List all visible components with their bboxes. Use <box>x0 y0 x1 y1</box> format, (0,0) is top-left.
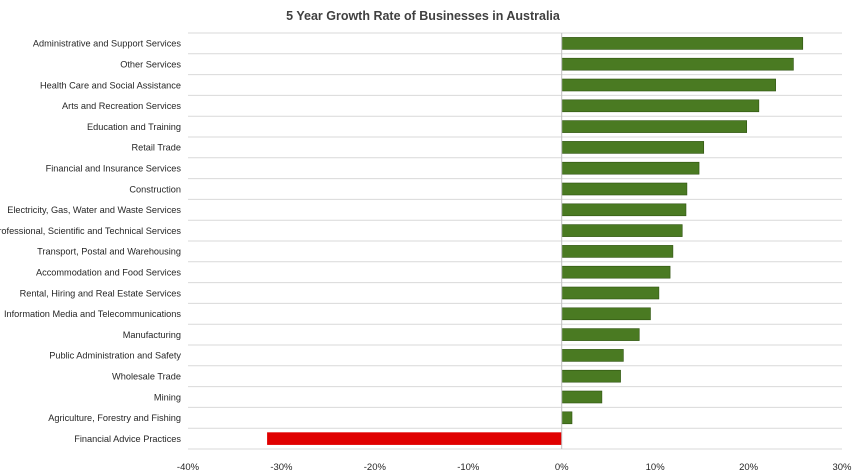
x-tick-label: 20% <box>739 462 759 471</box>
category-label: Education and Training <box>87 122 181 132</box>
category-label: Agriculture, Forestry and Fishing <box>48 413 181 423</box>
category-label: Construction <box>129 184 181 194</box>
category-label: Wholesale Trade <box>112 372 181 382</box>
category-label: Health Care and Social Assistance <box>40 80 181 90</box>
bar <box>561 328 640 341</box>
category-label: Financial Advice Practices <box>74 434 181 444</box>
bar <box>561 307 651 321</box>
category-label: Rental, Hiring and Real Estate Services <box>20 288 182 298</box>
bar <box>561 245 674 258</box>
bar <box>561 182 688 196</box>
chart-title: 5 Year Growth Rate of Businesses in Aust… <box>286 9 561 23</box>
bar <box>561 349 624 362</box>
tick-labels: -40% -30% -20% -10% 0% 10% 20% 30% <box>177 462 852 471</box>
x-tick-label: 10% <box>646 462 666 471</box>
x-tick-label: -40% <box>177 462 200 471</box>
bar <box>561 369 621 383</box>
bar <box>561 286 660 300</box>
category-labels: Administrative and Support Services Other… <box>0 39 181 444</box>
bar <box>561 78 776 92</box>
bar <box>561 265 671 279</box>
category-label: Electricity, Gas, Water and Waste Servic… <box>7 205 181 215</box>
bar <box>561 411 573 425</box>
bar <box>561 99 760 113</box>
category-label: Manufacturing <box>123 330 181 340</box>
category-label: Mining <box>154 392 181 402</box>
x-tick-label: 30% <box>832 462 852 471</box>
x-tick-label: -20% <box>364 462 387 471</box>
bar <box>561 390 603 404</box>
category-label: Professional, Scientific and Technical S… <box>0 226 181 236</box>
category-label: Information Media and Telecommunications <box>4 309 181 319</box>
bar <box>561 37 804 50</box>
category-label: Other Services <box>120 60 181 70</box>
bar <box>561 224 683 237</box>
category-label: Accommodation and Food Services <box>36 268 181 278</box>
x-tick-label: -10% <box>457 462 480 471</box>
bar <box>561 161 700 175</box>
category-label: Administrative and Support Services <box>33 39 181 49</box>
gridlines <box>188 32 842 450</box>
x-tick-label: 0% <box>555 462 569 471</box>
bar <box>561 57 794 71</box>
category-label: Transport, Postal and Warehousing <box>37 247 181 257</box>
bar <box>561 120 748 133</box>
category-label: Financial and Insurance Services <box>46 164 182 174</box>
category-label: Arts and Recreation Services <box>62 101 181 111</box>
x-tick-label: -30% <box>270 462 293 471</box>
bar <box>561 203 687 217</box>
bar <box>561 141 705 154</box>
bar <box>267 432 563 445</box>
category-label: Public Administration and Safety <box>49 351 181 361</box>
category-label: Retail Trade <box>131 143 181 153</box>
